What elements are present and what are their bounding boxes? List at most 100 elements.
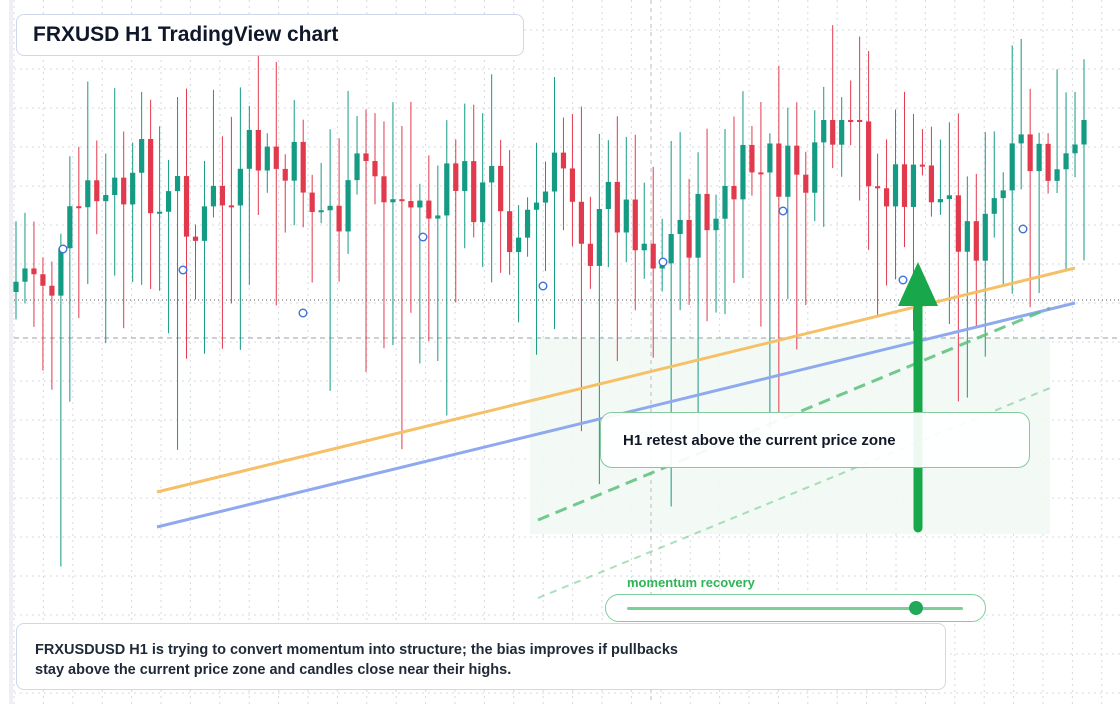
candle <box>22 212 28 304</box>
candle-body <box>210 185 217 207</box>
candle-body <box>183 176 190 237</box>
candle-body <box>641 243 647 251</box>
candle-body <box>291 141 297 181</box>
candle-body <box>650 243 656 269</box>
candle <box>560 117 567 231</box>
candle <box>794 102 800 350</box>
candle <box>237 87 243 350</box>
candle <box>58 233 64 567</box>
candle-body <box>910 164 917 207</box>
candle <box>417 183 423 364</box>
candle-body <box>578 201 585 244</box>
candle-body <box>49 285 55 296</box>
commentary-line-1: FRXUSDUSD H1 is trying to convert moment… <box>35 642 678 658</box>
candle-body <box>722 185 728 219</box>
momentum-label: momentum recovery <box>627 575 755 590</box>
candle <box>866 50 872 250</box>
candlestick-series[interactable] <box>13 25 1087 567</box>
candle-body <box>677 219 683 234</box>
candle <box>31 221 37 327</box>
candle-body <box>13 281 19 292</box>
candle-body <box>794 145 800 175</box>
candle-body <box>713 218 719 231</box>
signal-marker <box>1018 224 1028 234</box>
candle-body <box>1009 143 1015 191</box>
candle-body <box>551 152 558 192</box>
candle <box>130 142 136 282</box>
candle-body <box>614 181 620 233</box>
candle <box>821 86 827 227</box>
candle <box>533 142 540 355</box>
candle-body <box>399 199 405 202</box>
candle-body <box>946 195 952 200</box>
candle-body <box>372 161 378 177</box>
candle <box>354 116 360 195</box>
candle <box>103 153 109 344</box>
signal-marker <box>298 308 308 318</box>
candle-body <box>67 206 73 249</box>
momentum-slider[interactable] <box>605 594 986 622</box>
candle-body <box>444 163 450 216</box>
candle <box>812 110 818 222</box>
candle <box>569 114 576 247</box>
candle-body <box>255 129 261 171</box>
candle-body <box>471 161 477 223</box>
candle <box>139 91 145 285</box>
candle-body <box>785 145 791 197</box>
momentum-slider-track <box>627 607 963 610</box>
candle <box>156 126 163 291</box>
candle <box>650 166 656 358</box>
candle-body <box>542 191 549 203</box>
candle <box>704 128 710 322</box>
candle <box>919 129 926 176</box>
candle <box>390 102 396 346</box>
candle <box>641 182 647 279</box>
candle <box>946 122 952 324</box>
candle-body <box>219 185 226 206</box>
candle-body <box>767 143 773 173</box>
candle-body <box>982 213 988 261</box>
candle-body <box>345 180 351 232</box>
candle <box>731 116 737 284</box>
candle <box>489 74 495 283</box>
candle <box>803 151 809 305</box>
candle-body <box>866 121 872 187</box>
candle <box>1045 133 1051 194</box>
candle <box>408 101 414 313</box>
candle <box>219 136 226 349</box>
candle <box>551 77 558 330</box>
candle <box>973 173 979 329</box>
chart-title: FRXUSD H1 TradingView chart <box>33 23 339 46</box>
candle-body <box>587 243 593 266</box>
candle-body <box>1072 144 1078 154</box>
momentum-slider-thumb[interactable] <box>908 601 923 615</box>
candle-body <box>533 202 540 210</box>
candle-body <box>776 143 782 197</box>
candle <box>471 104 477 238</box>
candle <box>480 113 486 268</box>
candle <box>677 132 683 311</box>
candle <box>381 121 387 349</box>
candle-body <box>327 205 333 211</box>
candle <box>830 25 836 169</box>
candle <box>883 139 890 286</box>
candle-body <box>955 195 961 252</box>
candle-body <box>139 139 145 173</box>
candle <box>1036 132 1042 294</box>
candle-body <box>901 164 908 207</box>
candle <box>515 205 522 323</box>
candle-body <box>156 211 163 214</box>
candle <box>192 224 199 300</box>
candle <box>148 99 154 289</box>
candle <box>1072 91 1078 178</box>
candle-body <box>937 199 944 203</box>
candle <box>300 119 306 228</box>
signal-marker <box>898 275 908 285</box>
candle <box>372 113 378 205</box>
candle <box>183 88 190 359</box>
candle <box>246 106 252 285</box>
momentum-arrow-head <box>898 262 938 306</box>
candle-body <box>515 237 522 253</box>
candle <box>605 140 611 268</box>
